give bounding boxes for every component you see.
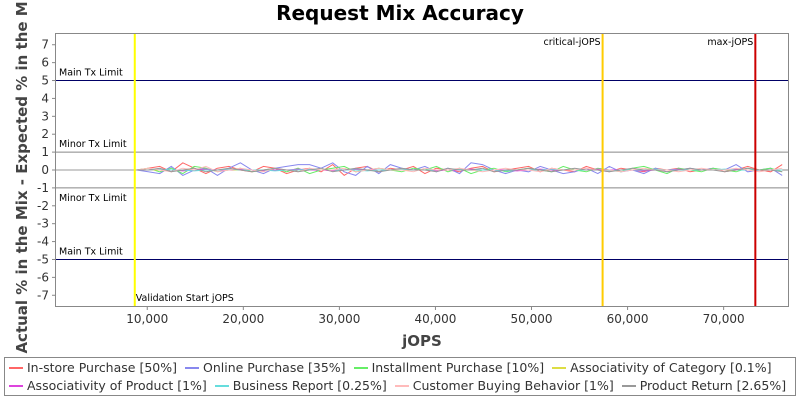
y-axis-label: Actual % in the Mix - Expected % in the … xyxy=(13,0,31,354)
y-tick-label: -5 xyxy=(37,252,49,266)
chart-title: Request Mix Accuracy xyxy=(276,1,524,25)
reference-line-label: Validation Start jOPS xyxy=(136,293,234,304)
legend-swatch xyxy=(621,384,636,387)
x-tick-label: 20,000 xyxy=(222,312,264,326)
legend-label: In-store Purchase [50%] xyxy=(27,360,177,375)
legend: In-store Purchase [50%] Online Purchase [… xyxy=(4,357,796,396)
legend-item: Customer Buying Behavior [1%] xyxy=(394,378,614,393)
x-tick-label: 70,000 xyxy=(703,312,745,326)
legend-label: Associativity of Category [0.1%] xyxy=(570,360,772,375)
legend-item: Product Return [2.65%] xyxy=(621,378,787,393)
y-tick-label: -6 xyxy=(37,270,49,284)
legend-label: Installment Purchase [10%] xyxy=(371,360,545,375)
series-line xyxy=(56,167,783,173)
y-tick-label: -1 xyxy=(37,181,49,195)
legend-label: Customer Buying Behavior [1%] xyxy=(412,378,614,393)
legend-label: Product Return [2.65%] xyxy=(639,378,787,393)
y-tick-label: -2 xyxy=(37,199,49,213)
x-tick-label: 30,000 xyxy=(318,312,360,326)
legend-item: In-store Purchase [50%] xyxy=(9,360,177,375)
y-tick-label: 4 xyxy=(41,91,49,105)
legend-item: Business Report [0.25%] xyxy=(214,378,387,393)
legend-swatch xyxy=(552,366,567,369)
legend-label: Online Purchase [35%] xyxy=(202,360,346,375)
y-tick-label: 0 xyxy=(41,163,49,177)
x-tick-label: 40,000 xyxy=(414,312,456,326)
legend-swatch xyxy=(394,384,409,387)
y-tick-label: -7 xyxy=(37,288,49,302)
limit-line-label: Main Tx Limit xyxy=(59,246,123,257)
x-tick-label: 50,000 xyxy=(511,312,553,326)
legend-item: Installment Purchase [10%] xyxy=(353,360,545,375)
reference-line-label: critical-jOPS xyxy=(543,37,600,48)
legend-swatch xyxy=(214,384,229,387)
reference-line-label: max-jOPS xyxy=(707,37,753,48)
legend-item: Associativity of Product [1%] xyxy=(9,378,207,393)
x-tick-label: 10,000 xyxy=(126,312,168,326)
x-tick-label: 60,000 xyxy=(607,312,649,326)
y-tick-label: -4 xyxy=(37,235,49,249)
legend-swatch xyxy=(9,384,23,387)
legend-swatch xyxy=(353,366,368,369)
legend-label: Associativity of Product [1%] xyxy=(27,378,207,393)
y-tick-label: -3 xyxy=(37,217,49,231)
legend-item: Online Purchase [35%] xyxy=(184,360,346,375)
legend-swatch xyxy=(9,366,23,369)
y-tick-label: 7 xyxy=(41,38,49,52)
legend-label: Business Report [0.25%] xyxy=(232,378,387,393)
limit-line-label: Minor Tx Limit xyxy=(59,193,127,204)
y-tick-label: 5 xyxy=(41,74,49,88)
y-tick-label: 3 xyxy=(41,109,49,123)
y-tick-label: 2 xyxy=(41,127,49,141)
legend-swatch xyxy=(184,366,199,369)
limit-line-label: Minor Tx Limit xyxy=(59,139,127,150)
legend-item: Associativity of Category [0.1%] xyxy=(552,360,772,375)
x-axis-label: jOPS xyxy=(401,332,442,350)
limit-line-label: Main Tx Limit xyxy=(59,68,123,79)
y-tick-label: 6 xyxy=(41,56,49,70)
request-mix-chart: Request Mix Accuracy Main Tx Limit Minor … xyxy=(13,0,789,354)
y-tick-label: 1 xyxy=(41,145,49,159)
